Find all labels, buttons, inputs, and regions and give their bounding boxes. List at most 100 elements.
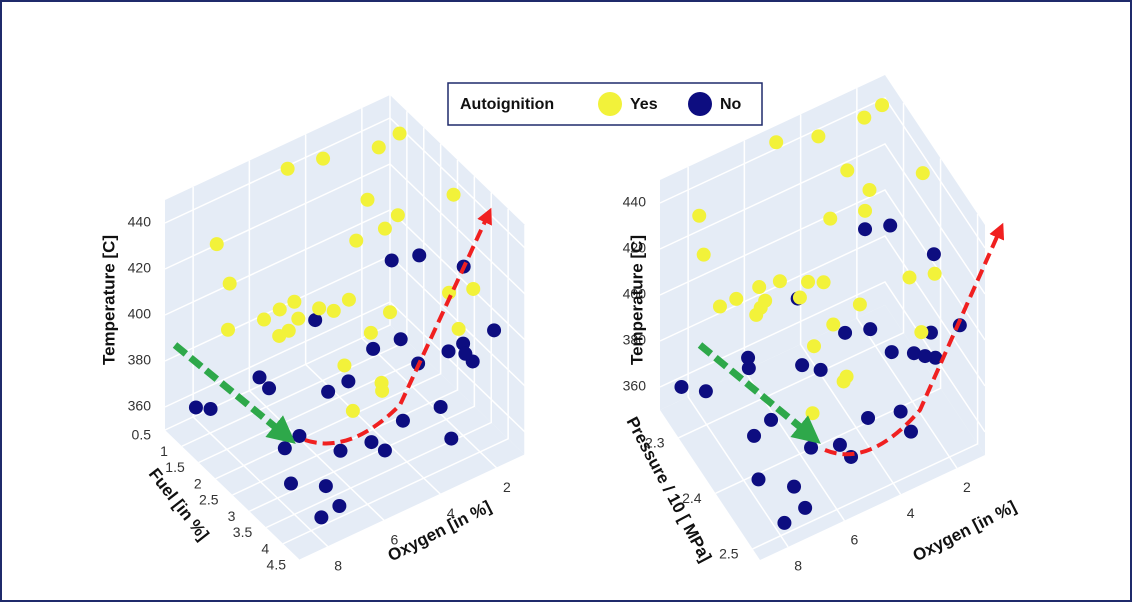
point: [857, 110, 872, 125]
point: [337, 358, 352, 373]
point: [222, 276, 237, 291]
point: [758, 293, 773, 308]
point: [861, 410, 876, 425]
point: [377, 221, 392, 236]
point: [858, 222, 873, 237]
legend: Autoignition Yes No: [447, 82, 763, 126]
point: [729, 291, 744, 306]
point: [366, 341, 381, 356]
green-arrow: [172, 342, 296, 444]
y-tick-label: 2: [194, 475, 202, 491]
point: [332, 499, 347, 513]
point: [813, 362, 828, 377]
point: [811, 129, 826, 144]
grid-line: [249, 176, 476, 512]
point: [749, 307, 764, 322]
grid-line: [299, 225, 526, 561]
point: [826, 317, 841, 332]
point: [308, 313, 323, 328]
point: [364, 435, 379, 450]
grid-line: [164, 163, 526, 295]
grid-line: [164, 209, 526, 341]
point: [840, 163, 855, 178]
grid-line: [282, 208, 509, 545]
z-tick-label: 440: [623, 194, 647, 210]
point: [433, 399, 448, 414]
grid-line: [799, 114, 902, 495]
grid-line: [659, 143, 986, 295]
point: [257, 312, 271, 327]
z-tick-label: 380: [623, 332, 647, 348]
point: [832, 437, 847, 452]
point: [252, 370, 267, 385]
point: [875, 98, 890, 113]
point: [349, 233, 364, 248]
point: [390, 208, 405, 223]
point: [741, 361, 756, 376]
grid-line: [659, 97, 986, 249]
grid-line: [265, 192, 492, 529]
point: [893, 404, 908, 419]
point: [772, 274, 787, 289]
point: [838, 325, 853, 340]
annotations: [172, 207, 1005, 457]
grid-line: [659, 281, 986, 433]
point: [839, 369, 854, 384]
point: [292, 428, 307, 443]
point: [698, 384, 713, 399]
y-tick-label: 3.5: [233, 524, 253, 540]
y-tick-label: 2.5: [199, 492, 219, 508]
point: [915, 166, 930, 181]
x-tick-label: 4: [907, 505, 915, 521]
point: [371, 140, 386, 155]
point: [487, 323, 502, 338]
point: [316, 151, 331, 166]
point: [383, 305, 397, 320]
z-tick-label: 420: [623, 240, 647, 256]
point: [375, 383, 390, 398]
legend-title: Autoignition: [460, 96, 554, 113]
x-tick-label: 8: [334, 558, 342, 574]
point: [696, 247, 711, 262]
point: [280, 161, 295, 176]
z-tick-label: 360: [623, 378, 647, 394]
point: [928, 350, 943, 365]
z-tick-label: 400: [128, 306, 152, 322]
point: [318, 479, 333, 494]
point: [787, 479, 802, 494]
point: [441, 344, 456, 359]
legend-marker: [688, 92, 712, 116]
point: [884, 345, 899, 360]
point: [752, 280, 767, 295]
point: [262, 381, 277, 396]
point: [823, 211, 838, 226]
point: [792, 290, 807, 305]
y-tick-label: 2.4: [682, 490, 702, 506]
point: [844, 449, 859, 464]
x-tick-label: 8: [794, 558, 802, 574]
point: [902, 270, 917, 285]
grid-line: [687, 166, 789, 548]
point: [914, 325, 929, 340]
legend-label: Yes: [630, 96, 658, 113]
point: [333, 443, 348, 458]
x-tick-label: 6: [390, 531, 398, 547]
point: [795, 358, 810, 373]
z-tick-label: 380: [128, 352, 152, 368]
point: [712, 299, 727, 314]
x-tick-label: 4: [447, 505, 455, 521]
legend-label: No: [720, 96, 742, 113]
y-tick-label: 2.3: [645, 434, 665, 450]
red-arrow: [304, 207, 492, 446]
point: [903, 424, 918, 439]
point: [751, 472, 766, 487]
point: [312, 301, 327, 316]
grid-line: [232, 160, 459, 496]
red-arrow: [824, 222, 1005, 457]
point: [769, 135, 784, 150]
point: [360, 192, 375, 207]
point: [804, 440, 819, 455]
point: [392, 126, 407, 141]
point: [377, 443, 392, 458]
